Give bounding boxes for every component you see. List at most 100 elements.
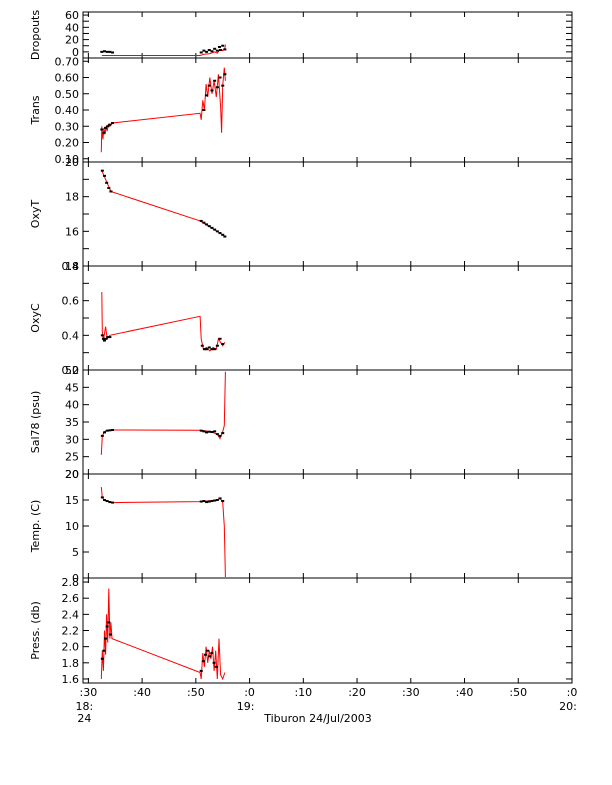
xtick-label: :0 [567,686,578,699]
ytick-label-press: 2.4 [62,608,80,621]
data-point-dropouts [105,50,109,53]
data-point-press [199,669,203,672]
xtick-label: :30 [80,686,98,699]
xtick-label: :50 [187,686,205,699]
data-point-press [100,657,104,660]
ytick-label-press: 1.8 [62,657,80,670]
data-point-oxyc [106,336,110,339]
data-point-trans [215,86,219,89]
data-point-dropouts [219,49,223,52]
panel-frame-press [82,577,573,684]
data-point-trans [218,76,222,79]
data-point-press [206,649,210,652]
data-point-sal78 [207,430,211,433]
data-point-temp [213,499,217,502]
data-point-oxyc [104,337,108,340]
ytick-label-dropouts: 40 [65,21,79,34]
xtick-label: :30 [402,686,420,699]
data-point-oxyc [108,336,112,339]
xtick-label: :50 [509,686,527,699]
ylabel-sal78: Sal78 (psu) [29,391,42,454]
ylabel-trans: Trans [29,95,42,125]
data-point-press [212,661,216,664]
ylabel-dropouts: Dropouts [29,10,42,60]
data-point-temp [199,500,203,503]
series-line-sal78 [100,371,226,455]
ytick-label-trans: 0.10 [55,153,80,166]
xtick-label: :40 [456,686,474,699]
data-point-trans [108,123,112,126]
ytick-label-temp: 0 [72,572,79,585]
data-point-press [102,649,106,652]
data-point-oxyt [199,219,203,222]
data-point-press [104,637,108,640]
data-point-oxyt [221,233,225,236]
ytick-label-press: 2.8 [62,576,80,589]
data-point-press [208,655,212,658]
ytick-label-press: 2.0 [62,641,80,654]
data-point-dropouts [215,49,219,52]
data-point-oxyc [100,334,104,337]
data-point-trans [104,126,108,129]
hour-label: 20: [559,700,577,713]
ylabel-temp: Temp. (C) [29,500,42,554]
data-point-oxyt [218,232,222,235]
ylabel-oxyt: OxyT [29,200,42,229]
data-point-sal78 [221,432,225,435]
ytick-label-oxyt: 20 [65,156,79,169]
data-point-oxyc [202,348,206,351]
data-point-dropouts [102,50,106,53]
ytick-label-sal78: 45 [65,381,79,394]
data-point-sal78 [210,431,214,434]
data-point-trans [213,79,217,82]
data-point-temp [202,500,206,503]
data-point-oxyc [101,337,105,340]
data-point-sal78 [215,433,219,436]
data-point-trans [207,84,211,87]
data-point-trans [102,131,106,134]
panel-frame-sal78 [82,369,573,475]
data-point-sal78 [213,430,217,433]
data-point-dropouts [223,48,227,51]
data-point-oxyc [215,344,219,347]
data-point-oxyc [200,344,204,347]
hour-label: 19: [237,700,255,713]
data-point-oxyt [202,221,206,224]
ytick-label-temp: 15 [65,494,79,507]
data-point-oxyc [221,343,225,345]
data-point-sal78 [202,430,206,433]
data-point-temp [218,497,222,500]
ytick-label-oxyc: 0.8 [62,260,80,273]
ytick-label-dropouts: 20 [65,34,79,47]
ytick-label-trans: 0.70 [55,55,80,68]
panel-frame-dropouts [82,11,573,59]
ytick-label-sal78: 30 [65,433,79,446]
ytick-label-temp: 20 [65,468,79,481]
ytick-label-sal78: 20 [65,468,79,481]
ytick-label-temp: 5 [72,546,79,559]
data-point-oxyt [223,235,227,238]
data-point-oxyc [207,346,211,349]
data-point-oxyc [205,348,209,351]
xtick-label: :10 [294,686,312,699]
series-line-temp [100,486,226,578]
series-line-dropouts [101,44,226,56]
data-point-oxyt [109,190,113,193]
data-point-oxyt [210,226,214,229]
data-point-trans [111,122,115,124]
data-point-oxyt [205,223,209,226]
data-point-oxyc [102,339,106,342]
data-point-oxyc [218,337,222,340]
panel-frame-trans [82,57,573,163]
xtick-label: :0 [244,686,255,699]
ytick-label-temp: 10 [65,520,79,533]
xlabel: Tiburon 24/Jul/2003 [263,712,372,725]
ytick-label-trans: 0.60 [55,72,80,85]
data-point-dropouts [202,49,206,52]
xtick-label: :20 [348,686,366,699]
data-point-dropouts [100,50,104,53]
ytick-label-oxyt: 18 [65,191,79,204]
data-point-oxyc [210,348,214,351]
data-point-press [214,665,218,668]
